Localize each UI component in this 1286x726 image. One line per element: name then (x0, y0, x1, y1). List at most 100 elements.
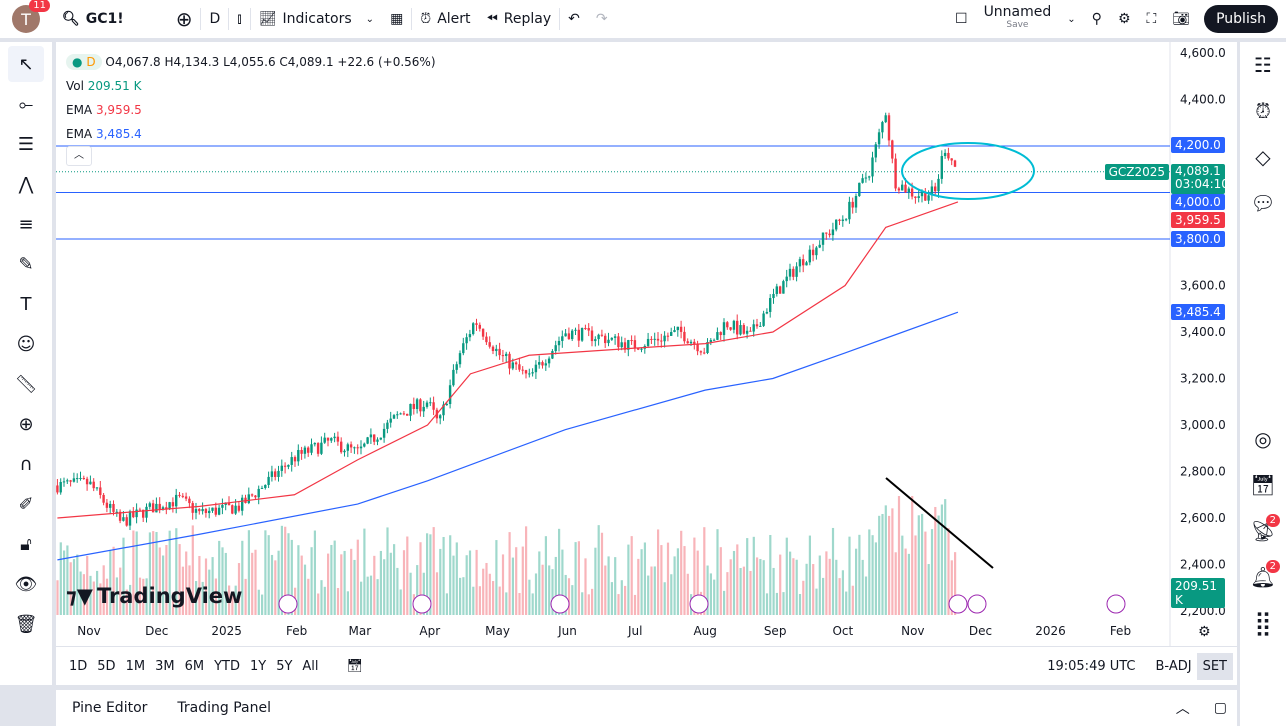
range-all[interactable]: All (302, 658, 319, 674)
chevron-down-icon[interactable]: ⌄ (1067, 13, 1076, 25)
zoom-in-icon[interactable]: ⊕ (18, 413, 34, 435)
calendar-icon[interactable]: 📅︎ (1250, 473, 1276, 497)
add-symbol-icon[interactable]: ⊕ (175, 7, 193, 31)
volume-bar (930, 529, 934, 615)
volume-bar (142, 578, 145, 615)
session-toggle[interactable]: SET (1196, 652, 1233, 680)
publish-button[interactable]: Publish (1204, 5, 1278, 33)
range-1d[interactable]: 1D (69, 658, 88, 674)
volume-bar (805, 563, 808, 615)
time-tick: Feb (1110, 624, 1131, 638)
symbol-search[interactable]: 🔍︎ GC1! (62, 11, 124, 27)
camera-icon[interactable]: 📷︎ (1172, 11, 1191, 27)
text-icon[interactable]: T (20, 293, 32, 315)
alert-button[interactable]: ⏰︎ Alert (420, 11, 471, 27)
candle-body (650, 338, 653, 340)
date-range-icon[interactable]: 📅︎ (346, 658, 364, 674)
range-5d[interactable]: 5D (97, 658, 116, 674)
alerts-clock-icon[interactable]: ⏰︎ (1255, 99, 1271, 123)
range-3m[interactable]: 3M (155, 658, 175, 674)
maximize-panel-icon[interactable]: ▢ (1213, 700, 1227, 716)
indicators-button[interactable]: 📈︎ Indicators ⌄ (258, 11, 375, 27)
candle-body (706, 342, 709, 353)
lock-icon[interactable]: 🔓︎ (20, 533, 32, 555)
avatar-badge: 11 (29, 0, 50, 12)
volume-bar (376, 579, 379, 615)
candle-body (679, 326, 683, 332)
volume-bar (802, 580, 805, 615)
candle-body (168, 502, 171, 510)
ruler-icon[interactable]: 📏︎ (14, 373, 38, 395)
volume-bar (366, 576, 369, 615)
price-chart[interactable]: 4,600.0 4,400.0 3,600.0 3,400.0 3,200.0 3,000… (56, 42, 1237, 685)
volume-bar (640, 549, 643, 615)
volume-bar (264, 530, 267, 615)
undo-icon[interactable]: ↶ (568, 11, 580, 27)
pattern-icon[interactable]: ⋀ (18, 173, 34, 195)
forecast-icon[interactable]: ≡ (18, 213, 34, 235)
eye-icon[interactable]: 👁︎ (14, 573, 38, 595)
expand-panel-icon[interactable]: ︿ (1175, 701, 1190, 717)
volume-bar (683, 546, 686, 615)
emoji-icon[interactable]: ☺ (16, 333, 36, 355)
candle-body (326, 437, 330, 441)
fib-icon[interactable]: ☰ (17, 133, 35, 155)
badj-toggle[interactable]: B-ADJ (1155, 658, 1192, 674)
clock[interactable]: 19:05:49 UTC (1047, 658, 1136, 674)
settings-icon[interactable]: ⚙ (1117, 11, 1131, 27)
stay-drawing-icon[interactable]: ✐ (18, 493, 34, 515)
layout-checkbox-icon[interactable]: ☐ (955, 11, 968, 27)
range-ytd[interactable]: YTD (214, 658, 240, 674)
layers-icon[interactable]: ◇ (1255, 145, 1271, 169)
candle-body (749, 330, 752, 332)
range-5y[interactable]: 5Y (276, 658, 293, 674)
avatar[interactable]: T 11 (12, 0, 50, 33)
alarm-icon: ⏰︎ (420, 11, 432, 27)
candle-body (280, 465, 284, 471)
chat-icon[interactable]: 💬︎ (1250, 191, 1276, 215)
collapse-legend-button[interactable]: ︿ (66, 146, 92, 166)
fullscreen-icon[interactable]: ⛶ (1146, 11, 1157, 27)
brush-icon[interactable]: ✎ (18, 253, 34, 275)
replay-button[interactable]: ⏪︎ Replay (486, 11, 552, 27)
volume-bar (115, 577, 119, 615)
range-6m[interactable]: 6M (184, 658, 205, 674)
volume-bar (369, 575, 373, 615)
candle-body (475, 323, 478, 325)
templates-icon[interactable]: ▦ (390, 11, 404, 27)
candle-body (161, 507, 165, 510)
candle-body (821, 232, 825, 245)
volume-bar (171, 592, 175, 615)
trading-panel-tab[interactable]: Trading Panel (177, 700, 271, 716)
volume-bar (181, 566, 185, 615)
volume-bar (138, 577, 142, 615)
target-icon[interactable]: ◎ (1254, 427, 1272, 451)
cursor-icon[interactable]: ↖ (8, 46, 44, 82)
candle-body (247, 494, 251, 504)
watchlist-icon[interactable]: ☷ (1254, 53, 1272, 77)
range-1m[interactable]: 1M (125, 658, 146, 674)
magnet-icon[interactable]: ∩ (19, 453, 33, 475)
trend-line-icon[interactable]: ⟜ (18, 93, 34, 115)
trash-icon[interactable]: 🗑︎ (14, 613, 38, 635)
candle-body (670, 332, 673, 336)
volume-bar (541, 564, 544, 615)
bell-icon[interactable]: 🔔︎ 2 (1240, 554, 1286, 600)
pine-editor-tab[interactable]: Pine Editor (72, 700, 148, 716)
layout-name[interactable]: Unnamed Save (983, 4, 1052, 30)
volume-bar (492, 581, 495, 615)
signal-icon[interactable]: 📡︎ 2 (1240, 508, 1286, 554)
candles-icon[interactable]: ⫾ (237, 11, 242, 27)
candle-body (412, 403, 416, 410)
quick-search-icon[interactable]: ⚲ (1091, 11, 1102, 27)
chart-pane[interactable]: 4,600.0 4,400.0 3,600.0 3,400.0 3,200.0 3,000… (56, 42, 1237, 685)
volume-bar (109, 550, 112, 615)
candle-body (719, 332, 722, 336)
candle-body (818, 244, 821, 248)
axis-settings-icon[interactable]: ⚙ (1198, 624, 1211, 640)
apps-icon[interactable]: ⣿ (1254, 609, 1272, 637)
redo-icon[interactable]: ↷ (595, 11, 608, 27)
interval-button[interactable]: D (209, 11, 221, 27)
volume-bar (125, 589, 128, 615)
range-1y[interactable]: 1Y (249, 658, 267, 674)
